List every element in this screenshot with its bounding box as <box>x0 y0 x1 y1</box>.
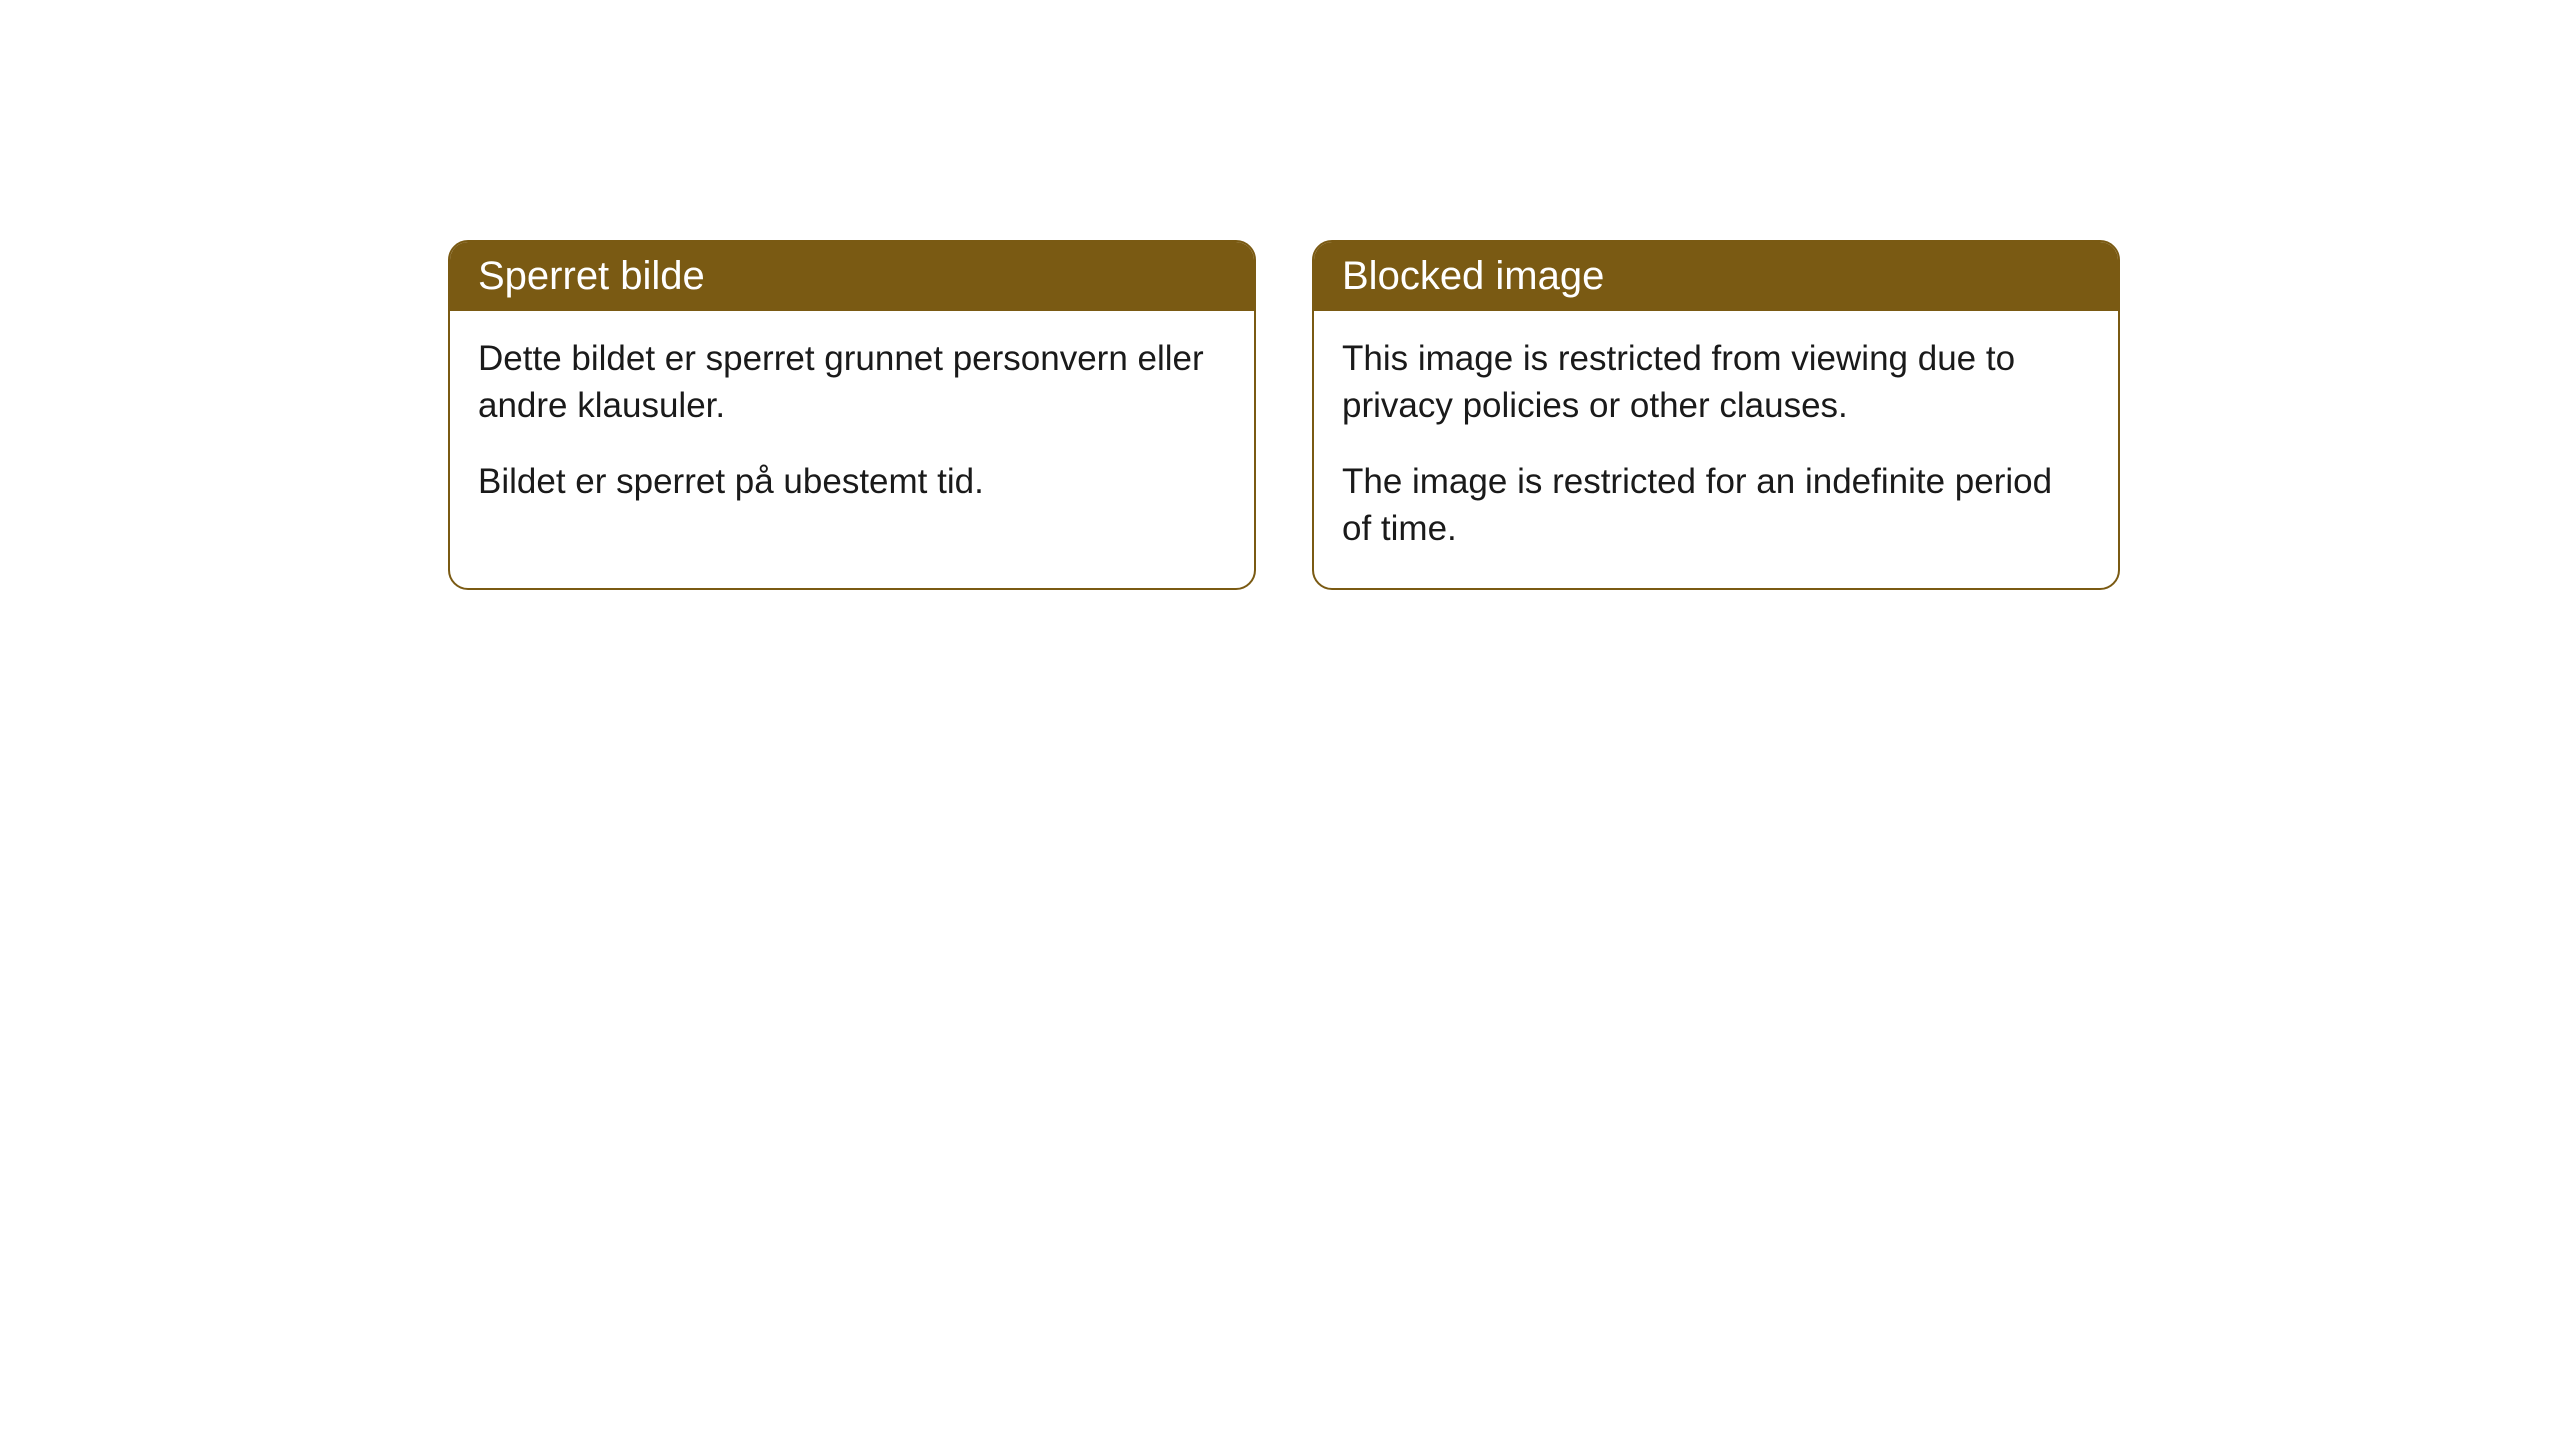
card-body: This image is restricted from viewing du… <box>1314 311 2118 588</box>
notice-paragraph: This image is restricted from viewing du… <box>1342 335 2090 430</box>
notice-paragraph: The image is restricted for an indefinit… <box>1342 458 2090 553</box>
card-header: Blocked image <box>1314 242 2118 311</box>
notice-paragraph: Bildet er sperret på ubestemt tid. <box>478 458 1226 505</box>
notice-card-norwegian: Sperret bilde Dette bildet er sperret gr… <box>448 240 1256 590</box>
card-body: Dette bildet er sperret grunnet personve… <box>450 311 1254 541</box>
notice-card-english: Blocked image This image is restricted f… <box>1312 240 2120 590</box>
notice-paragraph: Dette bildet er sperret grunnet personve… <box>478 335 1226 430</box>
card-header: Sperret bilde <box>450 242 1254 311</box>
notice-cards-container: Sperret bilde Dette bildet er sperret gr… <box>448 240 2560 590</box>
